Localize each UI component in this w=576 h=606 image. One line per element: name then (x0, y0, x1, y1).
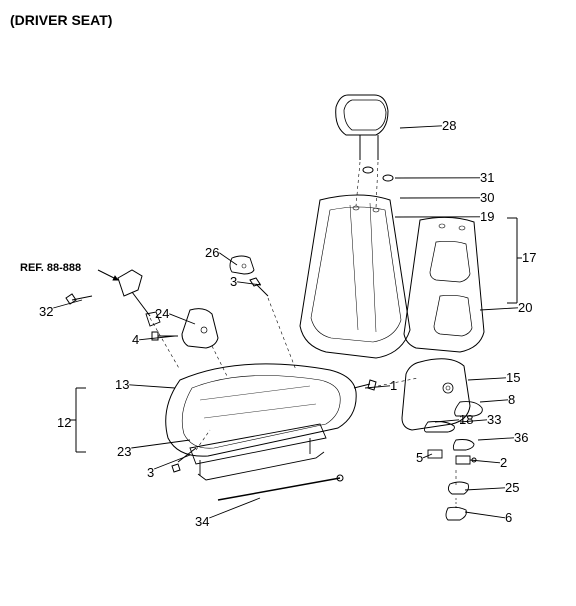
part-bolt-1 (354, 380, 376, 390)
part-clip-5 (428, 450, 442, 458)
bracket-12 (70, 388, 86, 452)
callout-12: 12 (57, 415, 71, 430)
part-seat-track (190, 424, 343, 500)
callout-32: 32 (39, 304, 53, 319)
part-bracket-26 (230, 256, 254, 274)
callout-15: 15 (506, 370, 520, 385)
callout-34: 34 (195, 514, 209, 529)
part-seat-cushion (166, 364, 356, 456)
callout-3: 3 (230, 274, 237, 289)
callout-6: 6 (505, 510, 512, 525)
callout-3: 3 (147, 465, 154, 480)
part-clip-2 (456, 456, 476, 464)
part-hinge-inner (182, 309, 218, 348)
bracket-17 (507, 218, 522, 303)
callout-4: 4 (132, 332, 139, 347)
diagram-title: (DRIVER SEAT) (10, 12, 112, 28)
callout-36: 36 (514, 430, 528, 445)
callout-33: 33 (487, 412, 501, 427)
assembly-dash-lines (150, 162, 456, 486)
callout-20: 20 (518, 300, 532, 315)
callout-24: 24 (155, 306, 169, 321)
callout-5: 5 (416, 450, 423, 465)
part-bolt-3-upper (250, 278, 268, 296)
callout-1: 1 (390, 378, 397, 393)
callout-28: 28 (442, 118, 456, 133)
part-cap-6 (446, 498, 466, 520)
callout-8: 8 (508, 392, 515, 407)
leader-lines (53, 126, 518, 518)
part-headrest (336, 95, 388, 160)
callout-13: 13 (115, 377, 129, 392)
part-height-lever (424, 422, 454, 433)
callout-31: 31 (480, 170, 494, 185)
part-knob-36 (453, 440, 474, 451)
callout-19: 19 (480, 209, 494, 224)
part-backrest-panel (404, 217, 484, 352)
part-cap-25 (448, 482, 468, 494)
callout-26: 26 (205, 245, 219, 260)
reference-arrow (98, 270, 118, 280)
callout-23: 23 (117, 444, 131, 459)
reference-label: REF. 88-888 (20, 262, 81, 274)
callout-18: 18 (459, 412, 473, 427)
part-bolt-32 (66, 294, 92, 304)
part-guide-bushings (363, 167, 393, 181)
callout-30: 30 (480, 190, 494, 205)
seat-exploded-diagram (0, 0, 576, 606)
part-bolt-3-lower (172, 448, 196, 472)
part-buckle-ref (118, 270, 160, 326)
part-backrest-cover (300, 195, 410, 358)
part-bolt-4 (152, 332, 178, 340)
callout-25: 25 (505, 480, 519, 495)
callout-2: 2 (500, 455, 507, 470)
callout-17: 17 (522, 250, 536, 265)
